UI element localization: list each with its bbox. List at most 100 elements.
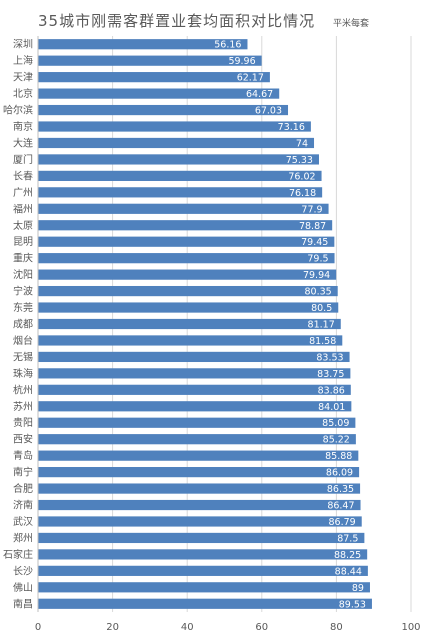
category-label: 西安	[13, 433, 33, 446]
data-label: 87.5	[337, 533, 358, 544]
category-label: 昆明	[13, 236, 33, 248]
category-label: 南京	[13, 120, 33, 133]
data-label: 64.67	[246, 89, 273, 100]
data-label: 83.86	[318, 385, 345, 396]
data-label: 80.5	[311, 303, 332, 314]
category-label: 成都	[13, 319, 33, 331]
data-label: 83.75	[317, 369, 344, 380]
category-label: 东莞	[13, 301, 33, 314]
category-label: 太原	[13, 219, 33, 232]
data-label: 85.09	[322, 418, 349, 429]
data-label: 86.47	[327, 501, 354, 512]
bar	[38, 549, 368, 560]
data-label: 62.17	[237, 73, 264, 84]
category-label: 天津	[13, 72, 33, 84]
bar	[38, 72, 270, 83]
bar	[38, 516, 362, 527]
category-label: 福州	[13, 202, 33, 215]
bar	[38, 121, 311, 132]
data-label: 79.5	[307, 254, 328, 265]
category-label: 北京	[13, 87, 33, 100]
data-label: 88.25	[334, 550, 361, 561]
bar	[38, 434, 356, 445]
data-label: 59.96	[228, 56, 255, 67]
bar	[38, 598, 372, 609]
category-label: 哈尔滨	[3, 104, 33, 117]
category-label: 合肥	[13, 482, 33, 495]
data-label: 89.53	[339, 599, 366, 610]
bar	[38, 203, 329, 214]
data-label: 83.53	[316, 352, 343, 363]
category-label: 广州	[13, 187, 33, 199]
category-label: 上海	[13, 54, 33, 67]
data-label: 89	[352, 583, 364, 594]
data-label: 75.33	[286, 155, 313, 166]
data-label: 86.09	[326, 468, 353, 479]
bar	[38, 285, 338, 297]
chart-title: 35城市刚需客群置业套均面积对比情况	[38, 12, 316, 30]
bar	[38, 417, 356, 428]
data-label: 76.02	[288, 171, 315, 182]
bar	[38, 483, 361, 494]
x-tick-label: 100	[401, 622, 420, 633]
data-label: 81.17	[308, 320, 335, 331]
x-tick-label: 60	[255, 622, 268, 633]
category-label: 大连	[13, 136, 33, 149]
bar	[38, 170, 322, 181]
category-label: 深圳	[13, 39, 33, 51]
bar	[38, 269, 337, 280]
category-label: 珠海	[13, 367, 33, 380]
bar	[38, 335, 343, 346]
data-label: 80.35	[305, 287, 332, 298]
category-label: 厦门	[13, 153, 33, 166]
bar	[38, 154, 319, 165]
category-label: 无锡	[13, 350, 33, 363]
bar	[38, 467, 360, 478]
bar	[38, 137, 315, 149]
x-tick-label: 80	[330, 622, 343, 633]
category-label: 杭州	[13, 383, 33, 396]
data-label: 86.79	[329, 517, 356, 528]
data-label: 78.87	[299, 221, 326, 232]
bar	[38, 104, 289, 116]
unit-label: 平米每套	[333, 19, 370, 29]
bar	[38, 565, 368, 576]
category-label: 长春	[13, 170, 33, 182]
bar	[38, 253, 335, 264]
data-label: 79.94	[303, 270, 330, 281]
data-label: 85.88	[325, 451, 352, 462]
data-label: 85.22	[323, 435, 350, 446]
bar	[38, 532, 365, 544]
x-tick-label: 20	[106, 622, 119, 633]
bar	[38, 499, 361, 511]
bar	[38, 220, 333, 231]
data-label: 67.03	[255, 106, 282, 117]
category-label: 佛山	[13, 581, 33, 594]
data-label: 81.58	[309, 336, 336, 347]
bar	[38, 318, 341, 330]
bar	[38, 582, 370, 593]
data-label: 56.16	[214, 40, 241, 51]
bar	[38, 187, 323, 198]
category-label: 重庆	[13, 252, 33, 265]
data-label: 84.01	[318, 402, 345, 413]
data-label: 73.16	[278, 122, 305, 133]
bar	[38, 384, 351, 395]
bar	[38, 450, 359, 461]
bar	[38, 351, 350, 363]
category-label: 济南	[13, 499, 33, 512]
category-label: 长沙	[13, 565, 33, 577]
bar	[38, 55, 262, 66]
category-label: 宁波	[13, 285, 33, 298]
bar	[38, 236, 335, 247]
bar	[38, 39, 248, 50]
data-label: 76.18	[289, 188, 316, 199]
data-label: 77.9	[301, 204, 322, 215]
category-label: 苏州	[13, 400, 33, 413]
data-label: 74	[296, 138, 308, 149]
category-label: 郑州	[13, 531, 33, 544]
category-label: 武汉	[13, 515, 33, 528]
bar	[38, 302, 339, 313]
category-label: 南宁	[13, 466, 33, 479]
